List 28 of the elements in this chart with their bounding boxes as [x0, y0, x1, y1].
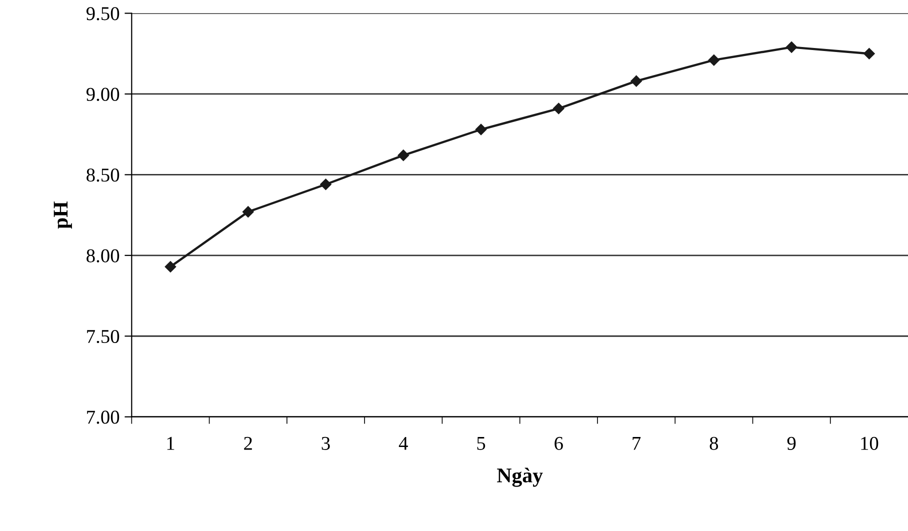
point	[398, 150, 409, 161]
point	[553, 102, 564, 114]
y-tick-label: 7.00	[87, 410, 120, 424]
y-tick-label: 8.00	[86, 249, 120, 262]
x-tick-label: 3	[322, 436, 330, 450]
y-tick-label: 9.00	[86, 88, 120, 102]
point	[320, 178, 332, 190]
point	[630, 75, 642, 87]
y-axis-title: pH	[54, 202, 72, 229]
x-tick-label: 6	[554, 436, 563, 450]
x-axis-title: Ngày	[497, 468, 543, 487]
y-tick-label: 7.50	[87, 330, 120, 344]
point	[475, 124, 487, 136]
y-tick-label: 8.50	[86, 168, 120, 182]
x-tick-label: 8	[710, 436, 718, 450]
x-tick-label: 1	[167, 436, 174, 450]
x-tick-label: 2	[244, 436, 252, 450]
x-tick-label: 9	[787, 436, 796, 450]
x-tick-label: 5	[477, 437, 486, 450]
x-tick-label: 10	[861, 436, 878, 450]
point	[864, 48, 875, 60]
point	[786, 42, 798, 53]
point	[242, 206, 254, 218]
y-tick-label: 9.50	[86, 7, 120, 20]
point	[164, 261, 176, 272]
x-tick-label: 4	[398, 436, 408, 450]
x-tick-label: 7	[632, 437, 641, 450]
point	[708, 54, 720, 66]
